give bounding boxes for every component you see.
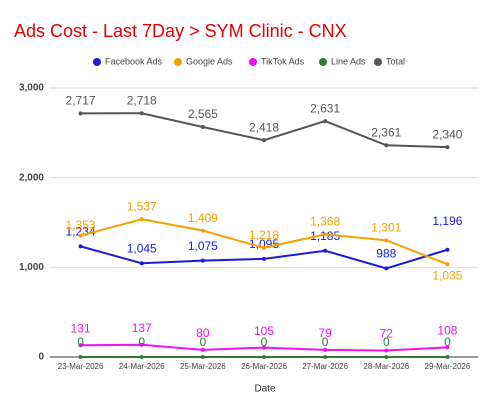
data-label: 0 [138, 335, 145, 349]
data-label: 79 [318, 326, 332, 340]
point [139, 261, 144, 266]
point [323, 355, 328, 359]
data-label: 137 [132, 321, 152, 335]
point [78, 233, 83, 238]
data-label: 2,717 [66, 94, 96, 108]
data-label: 2,418 [249, 120, 279, 134]
legend-label: Total [386, 56, 405, 66]
data-label: 1,075 [188, 239, 218, 253]
data-label: 1,095 [249, 237, 279, 251]
point [384, 348, 389, 353]
x-tick-label: 26-Mar-2026 [241, 362, 287, 371]
chart-title: Ads Cost - Last 7Day > SYM Clinic - CNX [14, 21, 347, 41]
point [262, 345, 266, 350]
legend-label: Facebook Ads [105, 56, 163, 66]
data-label: 1,353 [66, 218, 96, 232]
data-label: 108 [437, 323, 457, 337]
point [262, 245, 266, 250]
data-label: 1,218 [249, 228, 279, 242]
point [445, 355, 450, 359]
data-label: 1,368 [310, 215, 340, 229]
data-label: 2,361 [371, 125, 401, 139]
data-label: 0 [322, 335, 329, 349]
point [384, 143, 389, 148]
data-label: 0 [444, 335, 451, 349]
data-label: 105 [254, 324, 274, 338]
point [200, 258, 205, 263]
point [262, 256, 266, 261]
point [139, 217, 144, 222]
data-label: 1,234 [66, 225, 96, 239]
legend-marker [319, 58, 327, 66]
point [200, 355, 205, 359]
point [384, 238, 389, 243]
legend-label: TikTok Ads [261, 56, 305, 66]
data-label: 1,537 [127, 199, 157, 213]
point [78, 355, 83, 359]
data-label: 1,301 [371, 221, 401, 235]
point [445, 247, 450, 252]
data-label: 988 [376, 247, 396, 261]
data-label: 1,196 [432, 214, 462, 228]
legend-marker [249, 58, 257, 66]
point [323, 119, 328, 124]
legend-marker [93, 58, 101, 66]
point [200, 228, 205, 233]
point [445, 145, 450, 150]
data-label: 1,035 [432, 268, 462, 282]
data-label: 2,340 [432, 127, 462, 141]
data-label: 1,045 [127, 241, 157, 255]
point [323, 248, 328, 253]
point [323, 347, 328, 352]
data-label: 0 [383, 335, 390, 349]
point [78, 343, 83, 348]
point [445, 262, 450, 267]
x-axis-title: Date [254, 384, 276, 395]
data-label: 0 [77, 335, 84, 349]
point [384, 266, 389, 271]
point [200, 347, 205, 352]
x-tick-label: 25-Mar-2026 [180, 362, 226, 371]
data-label: 2,565 [188, 107, 218, 121]
data-label: 0 [261, 335, 268, 349]
point [78, 111, 83, 116]
legend-label: Line Ads [331, 56, 366, 66]
data-label: 72 [380, 327, 394, 341]
x-tick-label: 24-Mar-2026 [119, 362, 165, 371]
point [139, 111, 144, 116]
legend-label: Google Ads [186, 56, 233, 66]
y-tick-label: 0 [38, 352, 44, 363]
point [139, 355, 144, 359]
point [384, 355, 389, 359]
x-tick-label: 29-Mar-2026 [425, 362, 471, 371]
legend-marker [374, 58, 382, 66]
point [262, 355, 266, 359]
x-tick-label: 27-Mar-2026 [302, 362, 348, 371]
point [78, 244, 83, 249]
y-tick-label: 1,000 [19, 262, 44, 273]
point [445, 345, 450, 350]
y-tick-label: 3,000 [19, 83, 44, 94]
data-label: 0 [200, 335, 207, 349]
x-tick-label: 23-Mar-2026 [58, 362, 104, 371]
data-label: 2,718 [127, 93, 157, 107]
legend-marker [174, 58, 182, 66]
data-label: 131 [71, 321, 91, 335]
point [200, 125, 205, 130]
point [323, 232, 328, 237]
data-label: 80 [196, 326, 210, 340]
point [139, 342, 144, 347]
point [262, 138, 266, 143]
data-label: 1,409 [188, 211, 218, 225]
data-label: 2,631 [310, 101, 340, 115]
y-tick-label: 2,000 [19, 172, 44, 183]
x-tick-label: 28-Mar-2026 [363, 362, 409, 371]
